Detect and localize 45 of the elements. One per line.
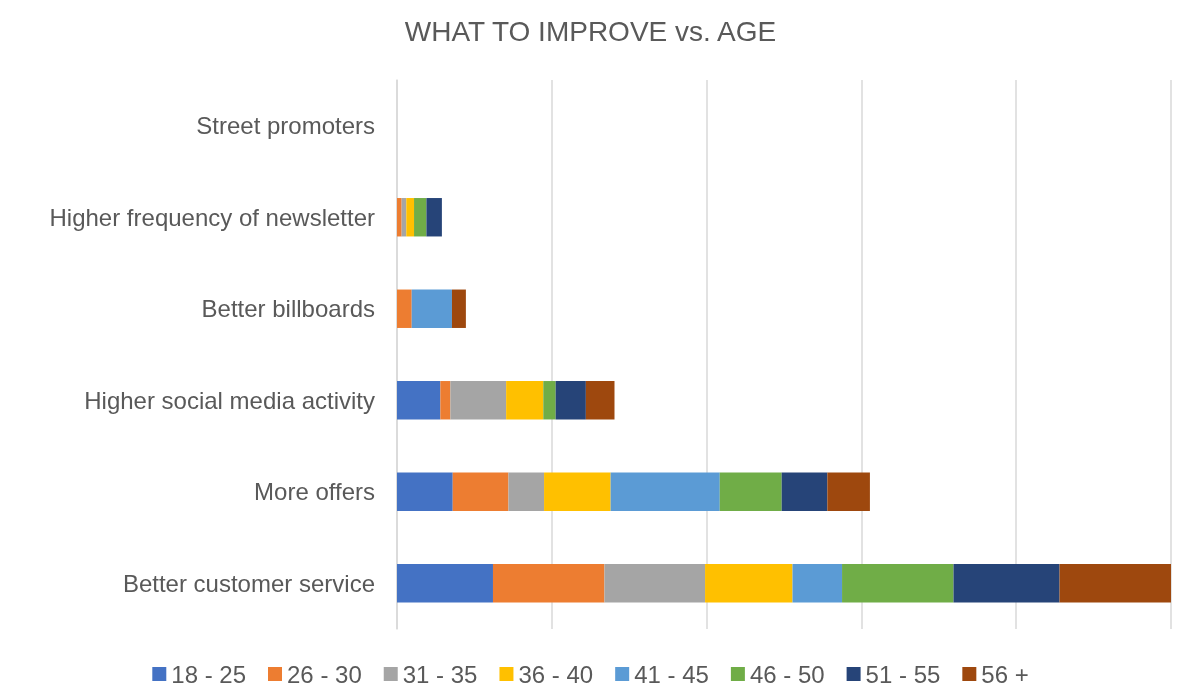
legend-label: 46 - 50 [749,660,825,688]
legend-label: 56 + [981,660,1029,688]
bar [953,564,1060,603]
y-tick-label: Higher frequency of newsletter [49,203,376,231]
bar [506,381,544,420]
bar [397,289,412,328]
chart-title: WHAT TO IMPROVE vs. AGE [404,15,777,47]
legend-label: 18 - 25 [171,660,247,688]
legend-label: 31 - 35 [402,660,478,688]
bar [426,198,442,237]
bar [406,198,415,237]
bar [414,198,427,237]
bar [792,564,843,603]
bar [451,289,466,328]
bar [397,564,493,603]
bar [450,381,507,420]
y-tick-label: Better customer service [122,569,375,597]
bar [555,381,586,420]
bar [411,289,452,328]
legend-label: 41 - 45 [634,660,709,688]
bar [827,472,870,511]
bar [781,472,828,511]
bar [508,472,545,511]
legend-label: 26 - 30 [287,660,362,688]
bar [585,381,615,420]
bar [397,381,441,420]
bar [543,381,556,420]
legend-label: 51 - 55 [865,660,941,688]
legend-label: 36 - 40 [518,660,594,688]
bar [397,198,402,237]
y-tick-label: More offers [254,478,375,506]
bar [492,564,605,603]
bar [610,472,720,511]
y-tick-label: Street promoters [196,112,375,140]
bar [705,564,793,603]
bar [397,472,453,511]
bar [1059,564,1171,603]
bar [604,564,706,603]
y-tick-label: Better billboards [201,295,375,323]
bar [842,564,954,603]
bar [452,472,509,511]
bar [544,472,611,511]
bar [440,381,451,420]
y-tick-label: Higher social media activity [84,386,375,414]
bar [719,472,782,511]
